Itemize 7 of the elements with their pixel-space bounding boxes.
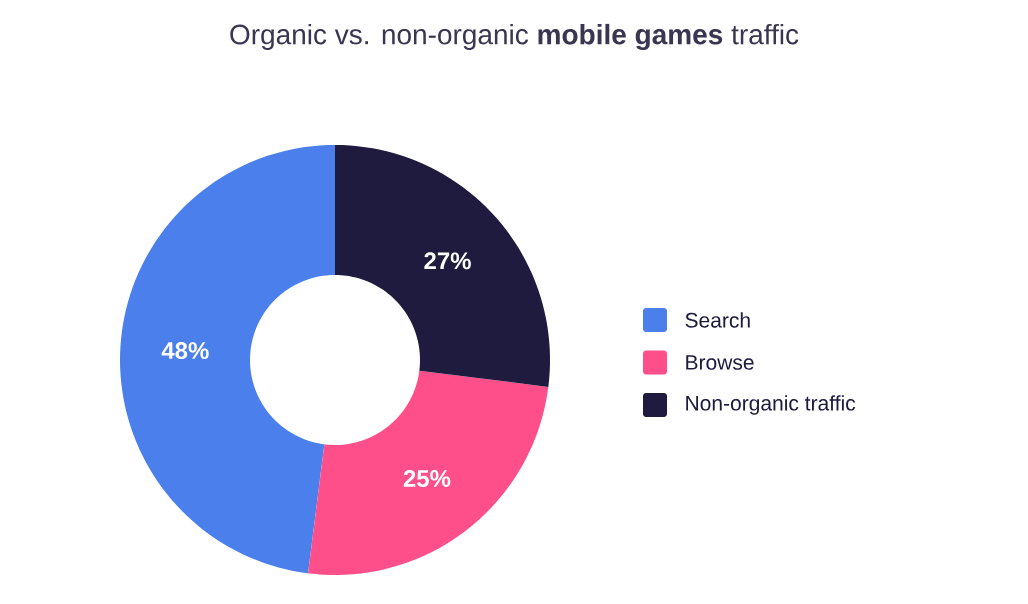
legend-label: Non-organic traffic	[686, 395, 856, 415]
data-label: 48%	[161, 342, 209, 360]
data-label: 27%	[424, 252, 471, 270]
chart-title: Organic vs. non-organic mobile games traffic	[230, 23, 799, 51]
legend-label: Browse	[686, 355, 754, 370]
data-label: 25%	[403, 470, 451, 487]
legend-label: Search	[685, 312, 750, 328]
